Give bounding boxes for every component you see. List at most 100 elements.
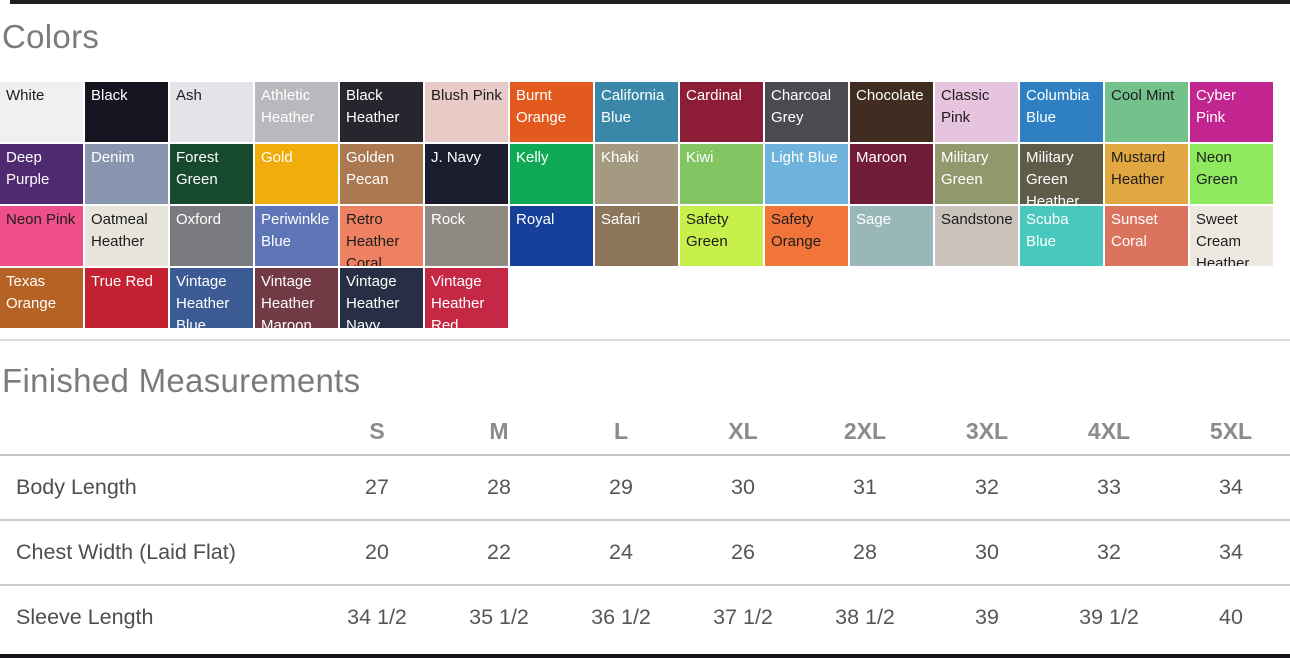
color-swatch[interactable]: Mustard Heather: [1105, 144, 1188, 204]
measurement-value: 39 1/2: [1079, 605, 1139, 629]
color-swatch[interactable]: Sandstone: [935, 206, 1018, 266]
color-swatch[interactable]: Safari: [595, 206, 678, 266]
color-swatch[interactable]: Sunset Coral: [1105, 206, 1188, 266]
color-swatch[interactable]: Forest Green: [170, 144, 253, 204]
table-divider: [0, 519, 1290, 521]
color-swatch-label: Sunset Coral: [1111, 211, 1158, 250]
section-divider: [0, 339, 1290, 341]
color-swatch[interactable]: Military Green Heather: [1020, 144, 1103, 204]
color-swatch[interactable]: Charcoal Grey: [765, 82, 848, 142]
measurement-value: 40: [1219, 605, 1243, 629]
color-swatch-label: Safety Green: [686, 211, 729, 250]
color-swatch[interactable]: Blush Pink: [425, 82, 508, 142]
measurement-value: 37 1/2: [713, 605, 773, 629]
color-swatch[interactable]: Sage: [850, 206, 933, 266]
measurement-value: 30: [975, 540, 999, 564]
color-swatch[interactable]: Kiwi: [680, 144, 763, 204]
color-swatch-label: Athletic Heather: [261, 87, 315, 126]
color-swatch[interactable]: Cool Mint: [1105, 82, 1188, 142]
color-swatch-label: J. Navy: [431, 149, 482, 166]
color-swatch[interactable]: Black Heather: [340, 82, 423, 142]
color-swatch[interactable]: Scuba Blue: [1020, 206, 1103, 266]
table-divider: [0, 454, 1290, 456]
color-swatch[interactable]: Burnt Orange: [510, 82, 593, 142]
color-swatch-label: Oatmeal Heather: [91, 211, 148, 250]
measurement-value: 38 1/2: [835, 605, 895, 629]
color-swatch-label: Vintage Heather Red: [431, 273, 485, 328]
measurement-value: 32: [1097, 540, 1121, 564]
color-swatch[interactable]: Royal: [510, 206, 593, 266]
color-swatch[interactable]: Gold: [255, 144, 338, 204]
measurement-value: 28: [487, 475, 511, 499]
color-swatch[interactable]: Black: [85, 82, 168, 142]
color-swatch[interactable]: Rock: [425, 206, 508, 266]
color-swatch-label: Denim: [91, 149, 135, 166]
color-swatch[interactable]: Cyber Pink: [1190, 82, 1273, 142]
color-swatch-label: Oxford: [176, 211, 222, 228]
color-swatch-label: Golden Pecan: [346, 149, 395, 188]
color-swatch[interactable]: Kelly: [510, 144, 593, 204]
measurement-value: 33: [1097, 475, 1121, 499]
measurement-label: Chest Width (Laid Flat): [16, 540, 236, 564]
table-divider: [0, 584, 1290, 586]
color-swatch[interactable]: White: [0, 82, 83, 142]
color-swatch-label: Black Heather: [346, 87, 400, 126]
color-swatch[interactable]: Vintage Heather Navy: [340, 268, 423, 328]
color-swatch[interactable]: Retro Heather Coral: [340, 206, 423, 266]
color-swatch[interactable]: Classic Pink: [935, 82, 1018, 142]
color-swatch-label: Maroon: [856, 149, 907, 166]
measurement-value: 31: [853, 475, 877, 499]
color-swatch-label: Gold: [261, 149, 293, 166]
color-swatch-label: Kelly: [516, 149, 549, 166]
color-swatch-label: Sage: [856, 211, 892, 228]
color-swatch-label: Deep Purple: [6, 149, 50, 188]
size-header: XL: [728, 417, 758, 444]
color-swatch[interactable]: Maroon: [850, 144, 933, 204]
color-swatch[interactable]: J. Navy: [425, 144, 508, 204]
color-swatch[interactable]: Ash: [170, 82, 253, 142]
color-swatch[interactable]: Denim: [85, 144, 168, 204]
color-swatch[interactable]: True Red: [85, 268, 168, 328]
color-swatch-label: Vintage Heather Blue: [176, 273, 230, 328]
measurement-row: Body Length 27 28 29 30 31 32 33 34: [0, 456, 1290, 519]
color-swatch-label: Retro Heather Coral: [346, 211, 400, 266]
measurement-value: 34: [1219, 540, 1243, 564]
color-swatch-label: Ash: [176, 87, 202, 104]
color-swatch[interactable]: Safety Orange: [765, 206, 848, 266]
color-swatch[interactable]: Safety Green: [680, 206, 763, 266]
color-swatch[interactable]: Khaki: [595, 144, 678, 204]
color-swatch-label: Cool Mint: [1111, 87, 1175, 104]
color-swatch[interactable]: Cardinal: [680, 82, 763, 142]
color-swatch[interactable]: Chocolate: [850, 82, 933, 142]
color-swatch[interactable]: Oatmeal Heather: [85, 206, 168, 266]
color-swatch-label: California Blue: [601, 87, 665, 126]
color-swatch-label: Columbia Blue: [1026, 87, 1090, 126]
color-swatch[interactable]: Military Green: [935, 144, 1018, 204]
color-swatch-label: Periwinkle Blue: [261, 211, 330, 250]
color-swatch[interactable]: Neon Green: [1190, 144, 1273, 204]
color-swatch[interactable]: Vintage Heather Blue: [170, 268, 253, 328]
color-swatch[interactable]: Vintage Heather Maroon: [255, 268, 338, 328]
color-swatch[interactable]: Sweet Cream Heather: [1190, 206, 1273, 266]
measurement-value: 32: [975, 475, 999, 499]
measurement-value: 20: [365, 540, 389, 564]
color-swatch[interactable]: Athletic Heather: [255, 82, 338, 142]
color-swatch-label: Burnt Orange: [516, 87, 567, 126]
size-header: M: [489, 417, 509, 444]
color-swatch-label: Vintage Heather Navy: [346, 273, 400, 328]
color-swatch[interactable]: Columbia Blue: [1020, 82, 1103, 142]
color-swatch[interactable]: California Blue: [595, 82, 678, 142]
color-swatch[interactable]: Periwinkle Blue: [255, 206, 338, 266]
top-border: [10, 0, 1290, 4]
color-swatch-label: Texas Orange: [6, 273, 57, 312]
color-swatch[interactable]: Neon Pink: [0, 206, 83, 266]
color-swatch[interactable]: Light Blue: [765, 144, 848, 204]
size-header: 4XL: [1087, 417, 1131, 444]
color-swatch-label: Kiwi: [686, 149, 714, 166]
color-swatch[interactable]: Deep Purple: [0, 144, 83, 204]
color-swatch[interactable]: Golden Pecan: [340, 144, 423, 204]
measurement-value: 34 1/2: [347, 605, 407, 629]
color-swatch[interactable]: Oxford: [170, 206, 253, 266]
color-swatch[interactable]: Vintage Heather Red: [425, 268, 508, 328]
color-swatch[interactable]: Texas Orange: [0, 268, 83, 328]
